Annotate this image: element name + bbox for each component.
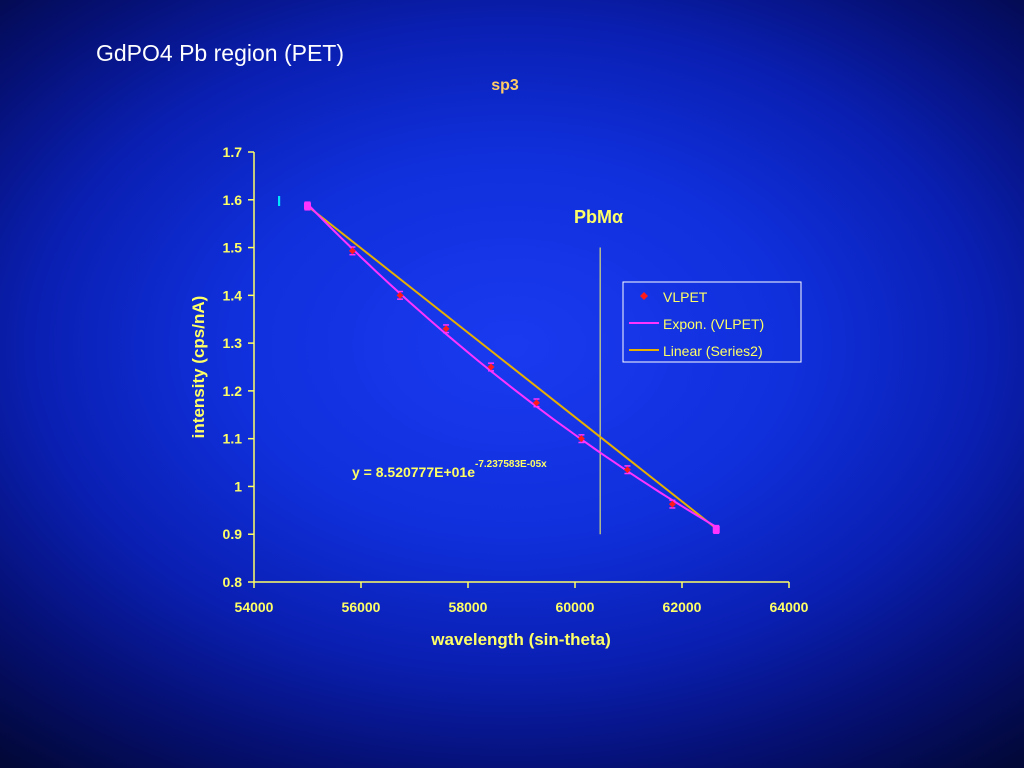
y-tick-label: 0.9 (223, 526, 243, 542)
y-axis-label: intensity (cps/nA) (189, 296, 208, 439)
x-axis-label: wavelength (sin-theta) (430, 630, 610, 649)
plot-area (304, 201, 720, 535)
y-tick-label: 1.5 (223, 240, 243, 256)
fit-equation-base: y = 8.520777E+01e (352, 464, 475, 480)
x-tick-label: 64000 (770, 599, 809, 615)
y-tick-label: 1.3 (223, 335, 243, 351)
y-tick-label: 1.4 (223, 287, 243, 303)
data-point (532, 399, 540, 407)
data-point (304, 202, 311, 210)
data-point (396, 291, 404, 299)
data-point (623, 466, 631, 474)
data-point (487, 363, 495, 371)
slide-title: GdPO4 Pb region (PET) (96, 40, 344, 66)
fit-equation: y = 8.520777E+01e-7.237583E-05x (352, 459, 547, 480)
legend-item-expon: Expon. (VLPET) (629, 316, 764, 332)
legend-label-vlpet: VLPET (663, 289, 708, 305)
pb-line-label: PbMα (574, 207, 623, 227)
data-point (712, 525, 720, 533)
expon-fit-curve (306, 203, 717, 528)
data-point (348, 247, 356, 255)
legend-diamond-icon (640, 292, 648, 300)
legend-item-linear: Linear (Series2) (629, 343, 763, 359)
legend-label-expon: Expon. (VLPET) (663, 316, 764, 332)
data-point (668, 500, 676, 508)
data-point (442, 325, 450, 333)
x-tick-label: 62000 (663, 599, 702, 615)
y-tick-label: 1.7 (223, 144, 243, 160)
fit-equation-exponent: -7.237583E-05x (475, 459, 547, 470)
marker-glyph: I (277, 193, 281, 210)
y-tick-label: 1 (234, 478, 242, 494)
linear-series-line (306, 205, 717, 530)
data-point (577, 435, 585, 443)
axes: 0.8 0.9 1 1.1 1.2 1.3 1.4 1.5 1.6 1.7 54000 56000 58… (223, 144, 809, 615)
y-tick-label: 1.6 (223, 192, 243, 208)
x-tick-label: 56000 (342, 599, 381, 615)
y-tick-label: 1.2 (223, 383, 243, 399)
y-tick-label: 0.8 (223, 574, 243, 590)
x-tick-label: 58000 (449, 599, 488, 615)
legend-box (622, 281, 802, 363)
legend-item-vlpet: VLPET (640, 289, 708, 305)
x-tick-label: 60000 (556, 599, 595, 615)
legend-label-linear: Linear (Series2) (663, 343, 763, 359)
y-tick-label: 1.1 (223, 431, 243, 447)
chart-title: sp3 (491, 77, 519, 94)
legend: VLPET Expon. (VLPET) Linear (Series2) (622, 281, 802, 363)
x-tick-label: 54000 (235, 599, 274, 615)
